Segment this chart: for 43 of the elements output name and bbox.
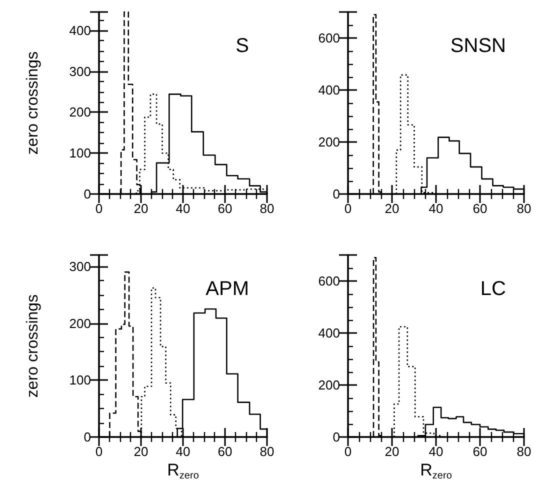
y-tick-label: 400	[318, 326, 340, 340]
x-tick-label: 60	[472, 444, 488, 459]
y-tick-label: 200	[318, 134, 340, 150]
x-tick-label: 40	[176, 444, 190, 459]
x-tick-label: 20	[134, 201, 148, 216]
x-tick-label: 80	[516, 201, 532, 216]
y-tick-label: 400	[318, 82, 340, 98]
x-tick-label: 40	[428, 444, 444, 459]
y-axis-title: zero crossings	[24, 51, 42, 155]
x-tick-label: 80	[260, 444, 274, 459]
y-axis-title: zero crossings	[24, 294, 42, 398]
y-tick-label: 200	[69, 104, 91, 120]
y-tick-label: 200	[69, 316, 91, 331]
annotation: APM	[206, 278, 250, 300]
x-tick-label: 80	[260, 201, 274, 216]
x-tick-label: 80	[516, 444, 532, 459]
y-tick-label: 100	[69, 372, 91, 388]
x-tick-label: 60	[218, 201, 232, 216]
x-tick-label: 0	[344, 444, 352, 459]
y-tick-label: 600	[318, 30, 340, 46]
x-tick-label: 40	[176, 201, 190, 216]
y-tick-label: 200	[318, 378, 340, 392]
y-tick-label: 300	[69, 258, 91, 274]
x-tick-label: 0	[95, 444, 103, 459]
y-tick-label: 400	[69, 22, 91, 38]
y-tick-label: 100	[69, 146, 91, 161]
y-tick-label: 0	[84, 430, 91, 444]
x-tick-label: 0	[344, 201, 352, 216]
y-tick-label: 300	[69, 64, 91, 79]
x-tick-label: 40	[428, 201, 444, 216]
y-tick-label: 600	[318, 274, 340, 288]
y-tick-label: 0	[332, 186, 340, 202]
x-tick-label: 20	[134, 444, 148, 459]
x-tick-label: 60	[218, 444, 232, 459]
x-tick-label: 0	[95, 201, 103, 216]
annotation: SNSN	[450, 35, 506, 57]
annotation: LC	[480, 278, 506, 300]
x-tick-label: 20	[384, 444, 400, 459]
annotation: S	[236, 35, 250, 57]
y-tick-label: 0	[332, 430, 340, 444]
y-tick-label: 0	[84, 186, 91, 202]
x-tick-label: 60	[472, 201, 488, 216]
x-tick-label: 20	[384, 201, 400, 216]
